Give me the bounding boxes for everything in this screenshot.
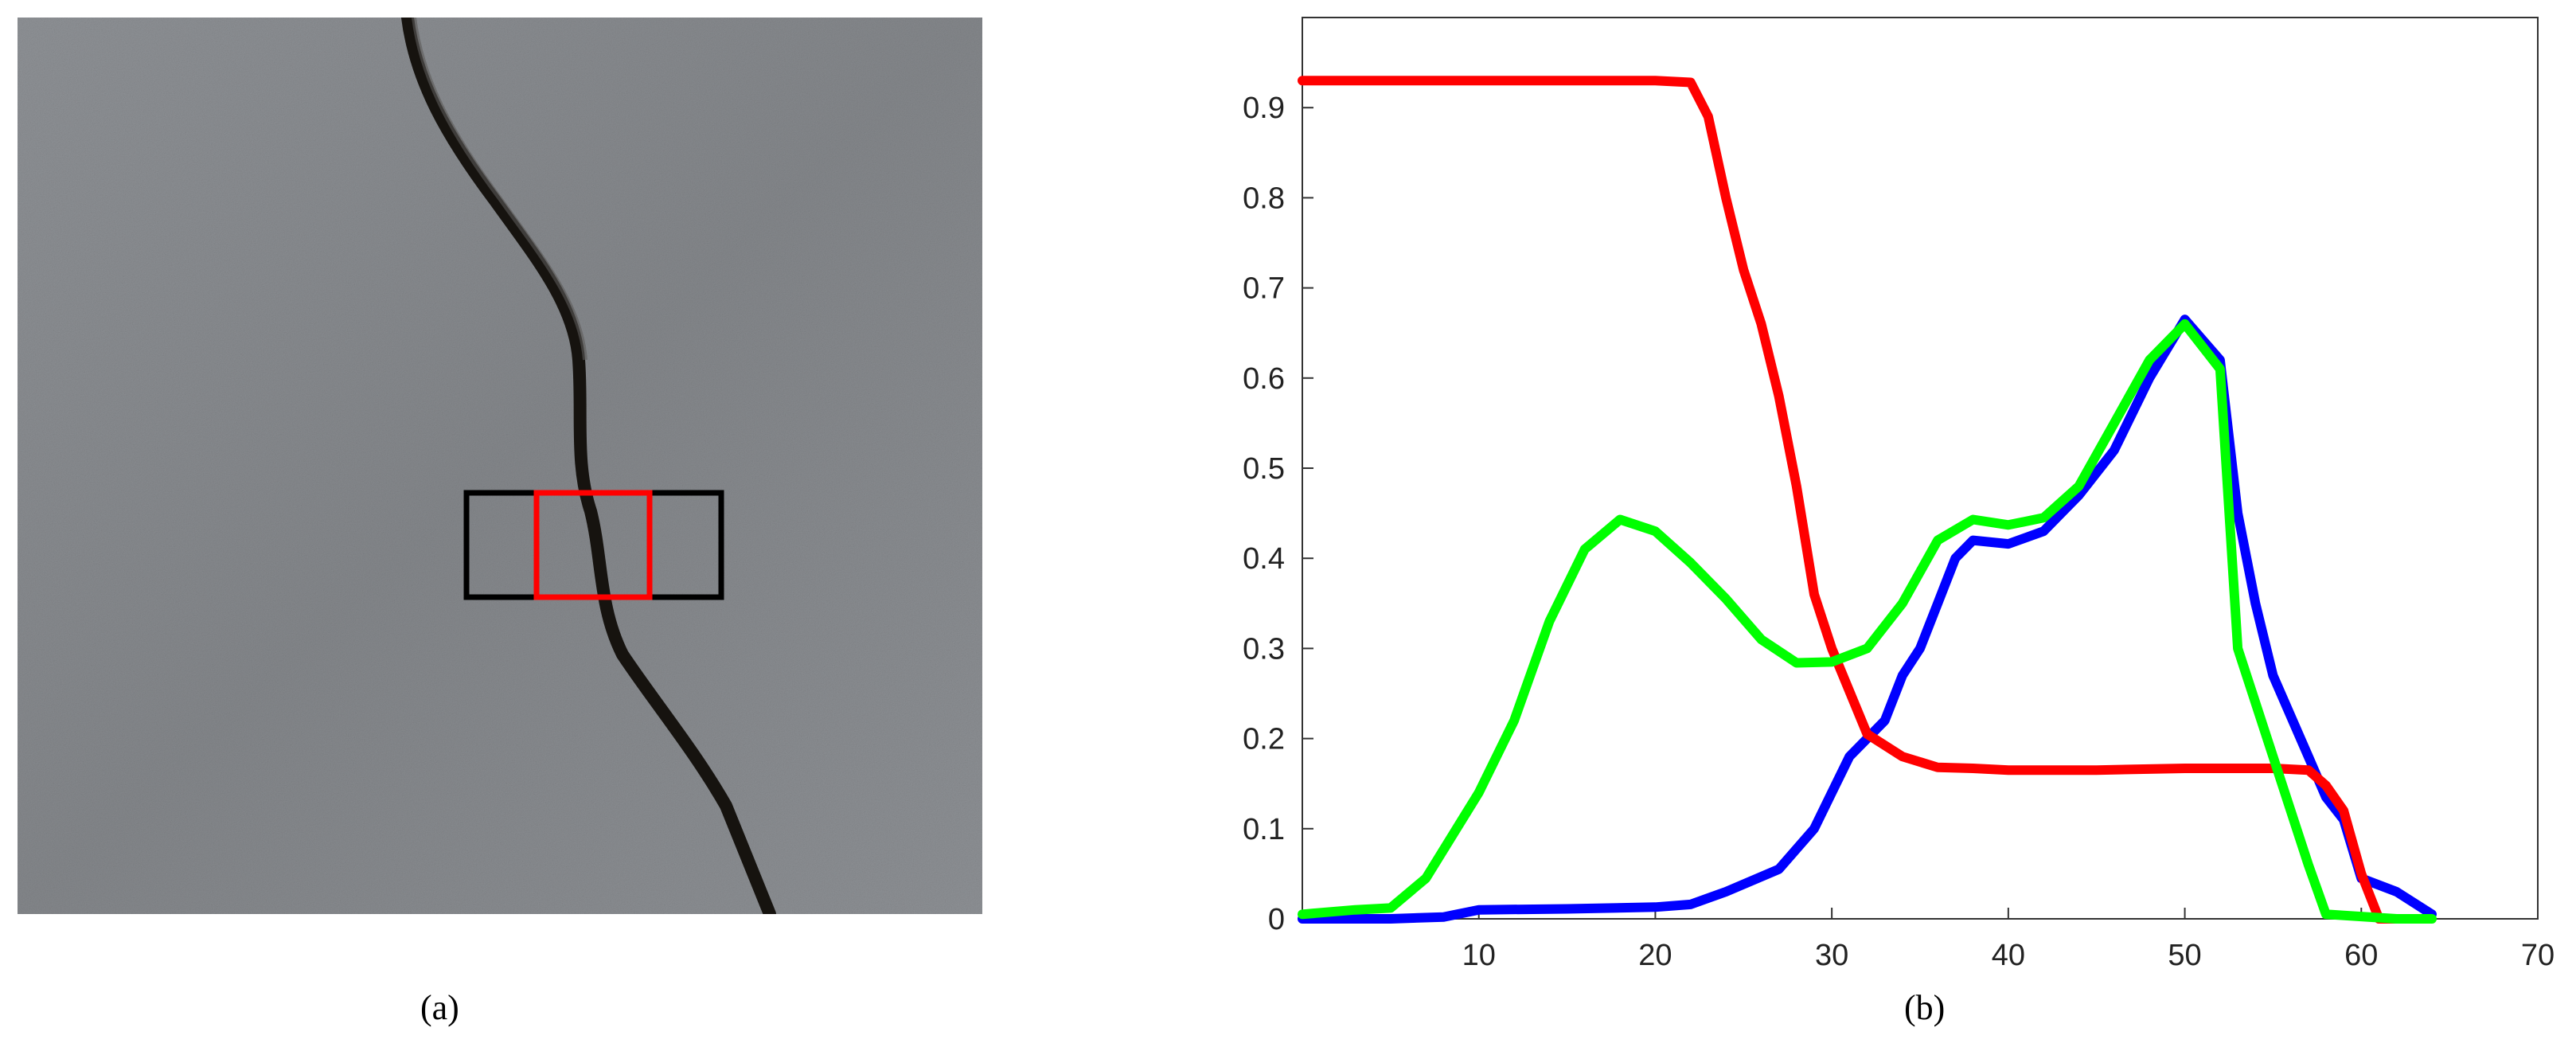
x-tick-label-2: 30 (1815, 939, 1848, 972)
series-line-1 (1298, 315, 2437, 924)
x-tick-label-6: 70 (2521, 939, 2555, 972)
x-tick-label-5: 60 (2344, 939, 2378, 972)
y-tick-label-7: 0.7 (1243, 272, 1285, 306)
caption-b: (b) (1904, 988, 1946, 1027)
concrete-surface (18, 18, 982, 914)
y-tick-label-1: 0.1 (1243, 813, 1285, 846)
chart-axes (1302, 17, 2539, 920)
x-tick-label-3: 40 (1992, 939, 2025, 972)
x-tick-label-1: 20 (1638, 939, 1672, 972)
x-tick-label-4: 50 (2168, 939, 2201, 972)
crack-line (401, 18, 776, 914)
x-tick-label-0: 10 (1462, 939, 1496, 972)
y-tick-label-2: 0.2 (1243, 723, 1285, 756)
series-line-2 (1298, 76, 2402, 924)
y-tick-label-6: 0.6 (1243, 362, 1285, 396)
y-tick-label-5: 0.5 (1243, 452, 1285, 486)
crack-photo (18, 18, 982, 914)
inner-window-box (533, 490, 653, 600)
chart-series (1298, 76, 2437, 924)
chart-tick-labels: 10 20 30 40 50 60 70 0 0.1 0.2 0.3 0.4 0.5 0.6 0.7 0.8 0… (1243, 92, 2555, 972)
y-tick-label-8: 0.8 (1243, 182, 1285, 215)
series-line-3 (1298, 318, 2437, 924)
y-tick-label-0: 0 (1268, 903, 1285, 936)
caption-a: (a) (420, 988, 459, 1027)
crack-edge (412, 18, 587, 361)
y-tick-label-9: 0.9 (1243, 92, 1285, 125)
y-tick-label-3: 0.3 (1243, 632, 1285, 666)
y-tick-label-4: 0.4 (1243, 542, 1285, 576)
